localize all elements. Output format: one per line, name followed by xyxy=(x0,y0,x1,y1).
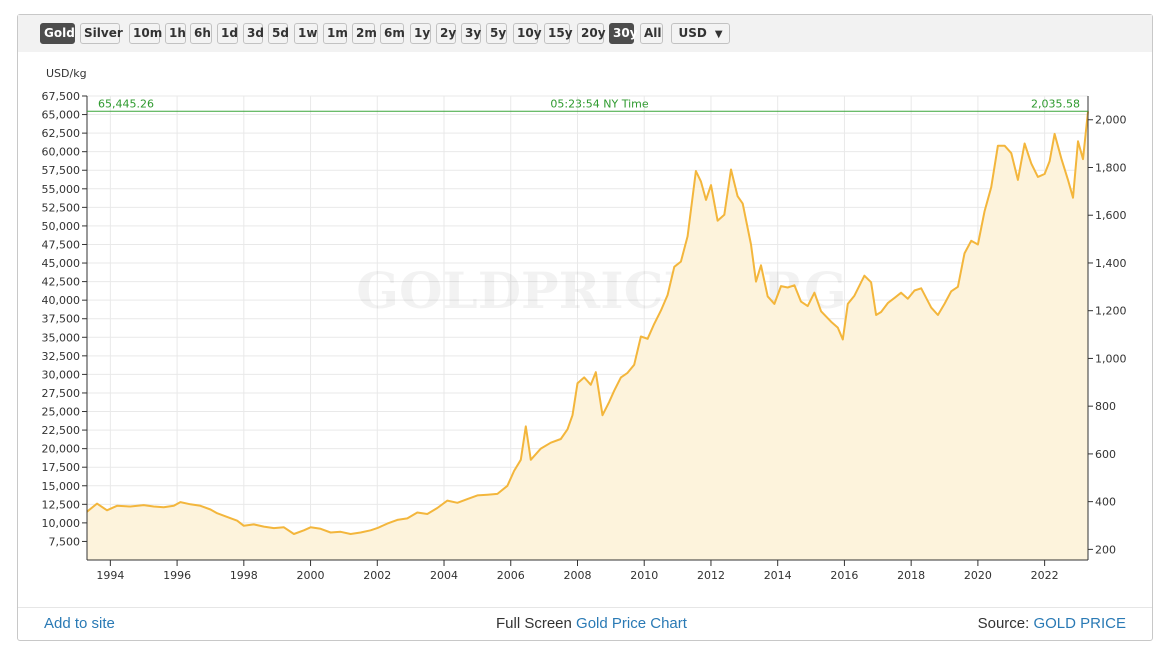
left-tick-label: 32,500 xyxy=(42,350,81,363)
x-tick-label: 2014 xyxy=(764,569,792,582)
right-tick-label: 600 xyxy=(1095,448,1116,461)
x-tick-label: 1994 xyxy=(96,569,124,582)
range-button-1y[interactable]: 1y xyxy=(410,23,431,44)
range-button-3y[interactable]: 3y xyxy=(461,23,481,44)
right-tick-label: 1,200 xyxy=(1095,305,1127,318)
right-tick-label: 1,400 xyxy=(1095,257,1127,270)
x-tick-label: 2008 xyxy=(563,569,591,582)
left-tick-label: 20,000 xyxy=(42,443,81,456)
left-tick-label: 57,500 xyxy=(42,164,81,177)
range-button-15y[interactable]: 15y xyxy=(544,23,573,44)
left-tick-label: 37,500 xyxy=(42,313,81,326)
left-tick-label: 50,000 xyxy=(42,220,81,233)
left-tick-label: 25,000 xyxy=(42,406,81,419)
left-tick-label: 52,500 xyxy=(42,201,81,214)
x-tick-label: 1998 xyxy=(230,569,258,582)
right-tick-label: 1,800 xyxy=(1095,161,1127,174)
range-button-all[interactable]: All xyxy=(640,23,663,44)
range-button-3d[interactable]: 3d xyxy=(243,23,264,44)
right-tick-label: 200 xyxy=(1095,543,1116,556)
range-button-1d[interactable]: 1d xyxy=(217,23,238,44)
chevron-down-icon: ▼ xyxy=(714,29,723,40)
current-time-label: 05:23:54 NY Time xyxy=(550,97,648,110)
x-tick-label: 2012 xyxy=(697,569,725,582)
range-button-30y[interactable]: 30y xyxy=(609,23,638,44)
range-button-5d[interactable]: 5d xyxy=(268,23,289,44)
right-tick-label: 800 xyxy=(1095,400,1116,413)
x-tick-label: 2004 xyxy=(430,569,458,582)
range-button-10y[interactable]: 10y xyxy=(513,23,542,44)
gold-price-chart-link[interactable]: Gold Price Chart xyxy=(576,615,687,632)
current-price-left-label: 65,445.26 xyxy=(98,97,154,110)
left-tick-label: 60,000 xyxy=(42,146,81,159)
x-tick-label: 2000 xyxy=(297,569,325,582)
left-tick-label: 22,500 xyxy=(42,424,81,437)
left-tick-label: 35,000 xyxy=(42,331,81,344)
left-tick-label: 7,500 xyxy=(49,535,81,548)
range-button-10m[interactable]: 10m xyxy=(129,23,162,44)
range-button-silver[interactable]: Silver xyxy=(80,23,123,44)
add-to-site-link[interactable]: Add to site xyxy=(44,615,115,632)
range-button-gold[interactable]: Gold xyxy=(40,23,75,44)
left-tick-label: 67,500 xyxy=(42,90,81,103)
left-tick-label: 27,500 xyxy=(42,387,81,400)
range-button-2y[interactable]: 2y xyxy=(436,23,456,44)
range-button-20y[interactable]: 20y xyxy=(577,23,606,44)
price-line xyxy=(86,111,1089,535)
gold-price-widget: Gold Silver 10m 1h 6h 1d 3d 5d 1w 1m 2m 6m 1y 2y 3y 5y 1… xyxy=(17,14,1153,641)
x-tick-label: 2002 xyxy=(363,569,391,582)
right-tick-label: 1,600 xyxy=(1095,209,1127,222)
right-tick-label: 1,000 xyxy=(1095,352,1127,365)
full-screen-text: Full Screen Gold Price Chart xyxy=(496,615,687,632)
range-button-1w[interactable]: 1w xyxy=(294,23,318,44)
range-button-5y[interactable]: 5y xyxy=(486,23,507,44)
source-text: Source: GOLD PRICE xyxy=(978,615,1126,632)
left-tick-label: 65,000 xyxy=(42,109,81,122)
left-tick-label: 30,000 xyxy=(42,368,81,381)
left-tick-label: 15,000 xyxy=(42,480,81,493)
left-tick-label: 62,500 xyxy=(42,127,81,140)
right-tick-label: 400 xyxy=(1095,496,1116,509)
range-button-6h[interactable]: 6h xyxy=(190,23,212,44)
range-button-6m[interactable]: 6m xyxy=(380,23,405,44)
currency-value: USD xyxy=(678,26,707,40)
left-tick-label: 42,500 xyxy=(42,276,81,289)
left-tick-label: 47,500 xyxy=(42,238,81,251)
range-button-1h[interactable]: 1h xyxy=(165,23,186,44)
y-axis-unit-label: USD/kg xyxy=(46,67,87,80)
x-tick-label: 1996 xyxy=(163,569,191,582)
toolbar: Gold Silver 10m 1h 6h 1d 3d 5d 1w 1m 2m 6m 1y 2y 3y 5y 1… xyxy=(18,15,1152,52)
price-area xyxy=(87,111,1088,561)
x-tick-label: 2022 xyxy=(1031,569,1059,582)
range-button-2m[interactable]: 2m xyxy=(352,23,377,44)
left-tick-label: 17,500 xyxy=(42,461,81,474)
currency-select[interactable]: USD ▼ xyxy=(671,23,730,44)
x-tick-label: 2010 xyxy=(630,569,658,582)
gold-price-chart: 7,500 10,000 12,500 15,000 17,500 20,000 22,50… xyxy=(42,67,1127,582)
left-tick-label: 10,000 xyxy=(42,517,81,530)
current-price-right-label: 2,035.58 xyxy=(1031,97,1080,110)
left-tick-label: 12,500 xyxy=(42,498,81,511)
footer: Add to site Full Screen Gold Price Chart… xyxy=(18,607,1152,640)
source-label: Source: xyxy=(977,615,1030,632)
left-tick-label: 40,000 xyxy=(42,294,81,307)
right-tick-label: 2,000 xyxy=(1095,114,1127,127)
gold-price-source-link[interactable]: GOLD PRICE xyxy=(1033,615,1126,632)
x-tick-label: 2006 xyxy=(497,569,525,582)
x-tick-label: 2016 xyxy=(830,569,858,582)
left-tick-label: 55,000 xyxy=(42,183,81,196)
left-tick-label: 45,000 xyxy=(42,257,81,270)
x-tick-label: 2018 xyxy=(897,569,925,582)
x-tick-label: 2020 xyxy=(964,569,992,582)
range-button-1m[interactable]: 1m xyxy=(323,23,348,44)
full-screen-label: Full Screen xyxy=(496,615,572,632)
